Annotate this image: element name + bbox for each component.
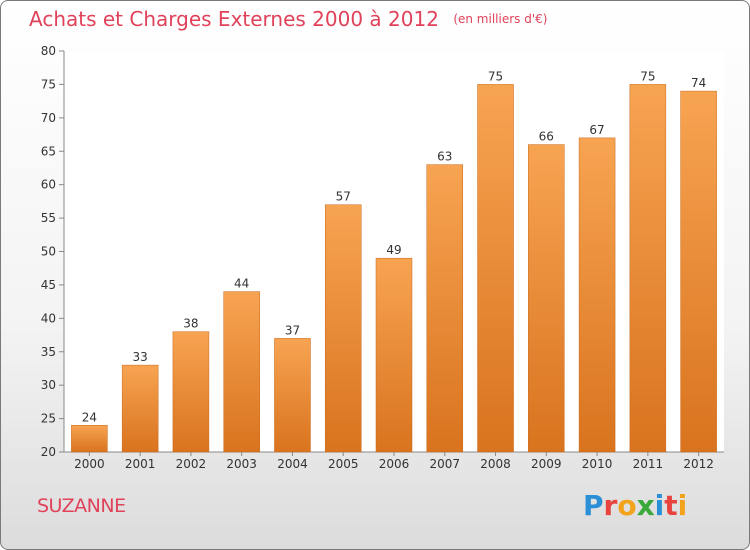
- y-tick-label: 35: [41, 345, 56, 359]
- value-label-2008: 75: [488, 69, 503, 83]
- x-tick-label-2005: 2005: [328, 457, 359, 471]
- city-name: SUZANNE: [37, 495, 126, 517]
- y-tick-label: 45: [41, 278, 56, 292]
- x-tick-label-2000: 2000: [74, 457, 105, 471]
- proxiti-logo: Proxiti: [583, 489, 687, 522]
- value-label-2012: 74: [691, 76, 706, 90]
- bar-2007: [426, 164, 464, 453]
- bar-2002: [172, 331, 210, 453]
- x-tick-label-2003: 2003: [226, 457, 257, 471]
- value-label-2002: 38: [183, 317, 198, 331]
- bar-2000: [71, 425, 108, 453]
- bar-2004: [274, 338, 311, 453]
- bar-2010: [578, 137, 616, 453]
- value-label-2007: 63: [437, 150, 452, 164]
- value-label-2006: 49: [386, 243, 401, 257]
- y-tick-label: 75: [41, 77, 56, 91]
- x-tick-label-2012: 2012: [683, 457, 714, 471]
- bar-2012: [680, 90, 717, 453]
- x-tick-label-2009: 2009: [531, 457, 562, 471]
- chart-title: Achats et Charges Externes 2000 à 2012 (…: [29, 7, 547, 31]
- logo-letter: r: [603, 489, 618, 522]
- y-tick-label: 40: [41, 311, 56, 325]
- x-tick-label-2006: 2006: [379, 457, 410, 471]
- logo-letter: o: [617, 489, 637, 522]
- bar-2009: [528, 144, 565, 453]
- y-tick-label: 50: [41, 245, 56, 259]
- x-tick-label-2007: 2007: [429, 457, 460, 471]
- bar-2003: [223, 291, 260, 453]
- bar-2011: [629, 84, 667, 453]
- bar-2005: [324, 204, 362, 453]
- x-tick-label-2001: 2001: [125, 457, 156, 471]
- logo-letter: P: [583, 489, 604, 522]
- y-tick-label: 20: [41, 445, 56, 459]
- x-tick-label-2010: 2010: [582, 457, 613, 471]
- y-tick-label: 65: [41, 144, 56, 158]
- chart-unit: (en milliers d'€): [453, 12, 548, 26]
- logo-letter: i: [677, 489, 688, 522]
- y-tick-label: 60: [41, 178, 56, 192]
- logo-letter: i: [654, 489, 665, 522]
- x-tick-label-2002: 2002: [176, 457, 207, 471]
- value-label-2010: 67: [589, 123, 604, 137]
- logo-letter: x: [636, 489, 655, 522]
- value-label-2000: 24: [82, 410, 97, 424]
- value-label-2005: 57: [336, 190, 351, 204]
- bar-2001: [121, 364, 159, 453]
- y-tick-label: 55: [41, 211, 56, 225]
- value-label-2004: 37: [285, 323, 300, 337]
- x-tick-label-2004: 2004: [277, 457, 308, 471]
- value-label-2011: 75: [640, 69, 655, 83]
- y-tick-label: 80: [41, 44, 56, 58]
- value-label-2001: 33: [133, 350, 148, 364]
- value-label-2003: 44: [234, 277, 249, 291]
- y-tick-label: 25: [41, 412, 56, 426]
- bar-2008: [477, 84, 514, 453]
- x-tick-label-2011: 2011: [633, 457, 664, 471]
- logo-letter: t: [664, 489, 678, 522]
- bar-2006: [375, 257, 413, 453]
- chart-title-text: Achats et Charges Externes 2000 à 2012: [29, 7, 439, 31]
- x-tick-label-2008: 2008: [480, 457, 511, 471]
- y-tick-label: 30: [41, 378, 56, 392]
- value-label-2009: 66: [539, 130, 554, 144]
- y-tick-label: 70: [41, 111, 56, 125]
